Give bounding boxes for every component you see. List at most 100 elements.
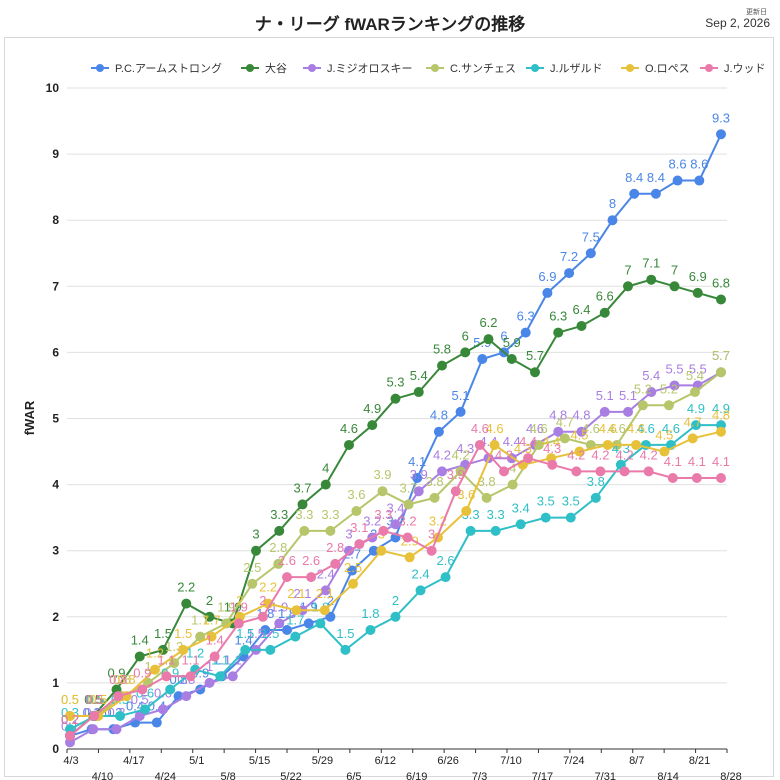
data-point[interactable] (553, 327, 564, 338)
data-point[interactable] (320, 585, 331, 596)
data-point[interactable] (390, 519, 401, 530)
data-point[interactable] (629, 188, 640, 199)
data-point[interactable] (233, 618, 244, 629)
data-point[interactable] (602, 439, 613, 450)
data-point[interactable] (547, 459, 558, 470)
data-point[interactable] (585, 248, 596, 259)
data-point[interactable] (111, 724, 122, 735)
data-point[interactable] (507, 479, 518, 490)
data-point[interactable] (465, 525, 476, 536)
data-point[interactable] (402, 532, 413, 543)
data-point[interactable] (687, 433, 698, 444)
data-point[interactable] (344, 545, 354, 556)
data-point[interactable] (716, 472, 726, 483)
data-point[interactable] (565, 512, 576, 523)
data-point[interactable] (206, 631, 217, 642)
data-point[interactable] (623, 406, 633, 417)
data-point[interactable] (571, 466, 582, 477)
data-point[interactable] (663, 400, 674, 411)
data-point[interactable] (351, 506, 362, 517)
data-point[interactable] (691, 472, 702, 483)
data-point[interactable] (149, 664, 160, 675)
data-point[interactable] (553, 426, 564, 437)
data-point[interactable] (185, 671, 196, 682)
data-point[interactable] (325, 525, 336, 536)
data-point[interactable] (165, 684, 176, 695)
data-point[interactable] (643, 466, 654, 477)
data-point[interactable] (692, 287, 703, 298)
data-point[interactable] (689, 387, 700, 398)
data-point[interactable] (251, 545, 261, 556)
data-point[interactable] (460, 347, 471, 358)
data-point[interactable] (590, 492, 601, 503)
data-point[interactable] (607, 215, 618, 226)
data-point[interactable] (247, 578, 258, 589)
data-point[interactable] (599, 406, 610, 417)
data-point[interactable] (461, 506, 472, 517)
data-point[interactable] (227, 671, 238, 682)
data-point[interactable] (404, 552, 415, 563)
data-point[interactable] (669, 281, 680, 292)
data-point[interactable] (140, 704, 151, 715)
data-point[interactable] (559, 433, 570, 444)
data-point[interactable] (240, 644, 251, 655)
data-point[interactable] (646, 274, 657, 285)
data-point[interactable] (306, 572, 317, 583)
data-point[interactable] (169, 658, 180, 669)
data-point[interactable] (290, 631, 301, 642)
data-point[interactable] (574, 446, 585, 457)
legend[interactable]: P.C.アームストロング 大谷 J.ミジオロスキー C.サンチェス J.ルザルド O.ロペ… (91, 61, 766, 75)
data-point[interactable] (659, 446, 670, 457)
data-point[interactable] (113, 691, 124, 702)
data-point[interactable] (412, 472, 423, 483)
data-point[interactable] (576, 320, 587, 331)
data-point[interactable] (274, 525, 285, 536)
data-point[interactable] (530, 367, 540, 378)
legend-item[interactable]: J.ルザルド (526, 62, 603, 75)
data-point[interactable] (134, 651, 145, 662)
data-point[interactable] (623, 281, 633, 292)
data-point[interactable] (291, 605, 302, 616)
data-point[interactable] (520, 327, 531, 338)
data-point[interactable] (215, 671, 226, 682)
data-point[interactable] (390, 611, 401, 622)
data-point[interactable] (377, 486, 388, 497)
data-point[interactable] (542, 287, 553, 298)
data-point[interactable] (115, 710, 126, 721)
data-point[interactable] (523, 453, 534, 464)
data-point[interactable] (716, 367, 726, 378)
data-point[interactable] (429, 492, 440, 503)
data-point[interactable] (437, 360, 447, 371)
data-point[interactable] (65, 730, 75, 741)
data-point[interactable] (650, 188, 661, 199)
data-point[interactable] (340, 644, 351, 655)
data-point[interactable] (564, 268, 575, 279)
data-point[interactable] (158, 644, 168, 655)
data-point[interactable] (221, 618, 232, 629)
data-point[interactable] (315, 618, 326, 629)
data-point[interactable] (303, 618, 314, 629)
data-point[interactable] (376, 545, 387, 556)
data-point[interactable] (158, 704, 168, 715)
data-point[interactable] (694, 175, 705, 186)
data-point[interactable] (319, 605, 330, 616)
data-point[interactable] (273, 558, 284, 569)
data-point[interactable] (481, 492, 492, 503)
data-point[interactable] (89, 710, 100, 721)
data-point[interactable] (344, 439, 354, 450)
data-point[interactable] (257, 611, 268, 622)
data-point[interactable] (151, 717, 162, 728)
data-point[interactable] (282, 625, 292, 636)
data-point[interactable] (378, 525, 389, 536)
data-point[interactable] (690, 420, 701, 431)
data-point[interactable] (483, 334, 494, 345)
data-point[interactable] (365, 625, 376, 636)
data-point[interactable] (716, 294, 726, 305)
data-point[interactable] (263, 598, 274, 609)
data-point[interactable] (390, 393, 401, 404)
legend-item[interactable]: J.ウッド (700, 62, 766, 75)
legend-item[interactable]: C.サンチェス (426, 62, 516, 75)
data-point[interactable] (368, 545, 379, 556)
data-point[interactable] (595, 466, 606, 477)
data-point[interactable] (354, 539, 365, 550)
